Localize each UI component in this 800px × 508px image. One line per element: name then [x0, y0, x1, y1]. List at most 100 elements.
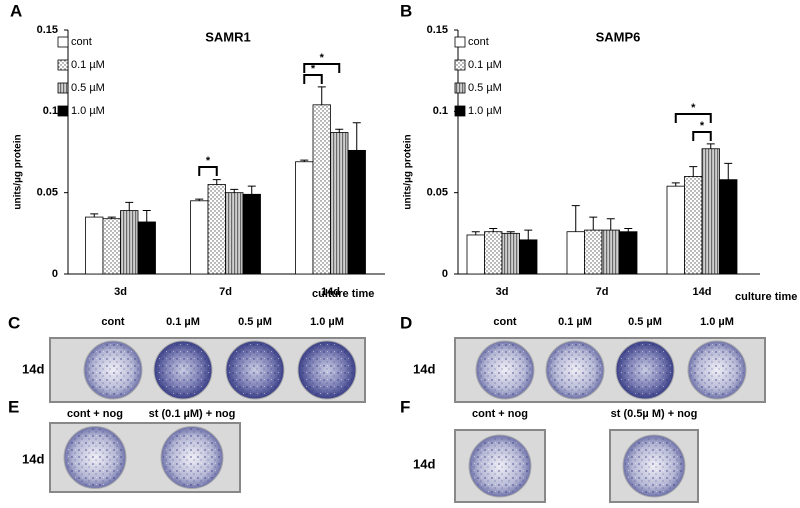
bar — [242, 193, 261, 275]
bar — [584, 229, 603, 275]
significance-bracket — [303, 63, 341, 73]
legend-swatch — [57, 82, 69, 94]
x-axis-label: culture time — [735, 291, 797, 303]
y-tick-label: 0.1 — [433, 105, 448, 117]
column-label: st (0.1 µM) + nog — [149, 408, 236, 420]
bar — [466, 234, 485, 275]
bar — [347, 149, 366, 275]
y-tick-label: 0.15 — [37, 24, 58, 36]
error-bar — [317, 86, 326, 105]
panel-label: F — [400, 397, 410, 416]
y-tick-label: 0 — [442, 268, 448, 280]
bar — [137, 221, 156, 275]
well-texture — [66, 428, 124, 487]
well-texture — [690, 343, 744, 397]
column-label: cont — [101, 316, 125, 328]
well-texture — [156, 343, 210, 397]
well-texture — [548, 343, 602, 397]
error-bar — [471, 231, 480, 235]
error-bar — [624, 227, 633, 232]
error-bar — [571, 205, 580, 232]
y-axis-label: units/µg protein — [13, 134, 24, 209]
chart-title: SAMP6 — [596, 29, 641, 44]
bar — [566, 231, 585, 275]
y-axis-label: units/µg protein — [403, 134, 414, 209]
error-bar — [689, 166, 698, 177]
significance-star: * — [320, 52, 325, 64]
bar — [330, 132, 349, 275]
bar — [207, 184, 226, 275]
error-bar — [300, 159, 309, 162]
row-label: 14d — [22, 451, 44, 466]
well-texture — [471, 437, 529, 495]
panel-label: B — [400, 1, 412, 20]
bar — [666, 185, 685, 275]
column-label: 0.5 µM — [628, 316, 662, 328]
column-label: st (0.5µ M) + nog — [611, 408, 698, 420]
row-label: 14d — [413, 361, 435, 376]
legend-swatch — [57, 59, 69, 71]
y-tick-label: 0.05 — [427, 187, 448, 199]
legend-label: 0.1 µM — [71, 59, 105, 71]
bar — [601, 229, 620, 275]
x-axis-label: culture time — [312, 288, 374, 300]
error-bar — [489, 227, 498, 232]
legend-label: cont — [71, 36, 92, 48]
bar — [312, 104, 331, 275]
significance-bracket — [674, 113, 712, 123]
legend-label: 0.5 µM — [71, 82, 105, 94]
y-tick-label: 0.1 — [43, 105, 58, 117]
x-tick-label: 7d — [219, 286, 232, 298]
well-texture — [618, 343, 672, 397]
column-label: cont — [493, 316, 517, 328]
well-texture — [86, 343, 140, 397]
bar — [484, 231, 503, 275]
x-tick-label: 3d — [496, 286, 509, 298]
x-tick-label: 7d — [596, 286, 609, 298]
bar — [295, 161, 314, 275]
row-label: 14d — [22, 361, 44, 376]
error-bar — [589, 216, 598, 231]
x-tick-label: 3d — [114, 286, 127, 298]
legend-swatch — [454, 36, 466, 48]
error-bar — [107, 216, 116, 219]
significance-star: * — [700, 120, 705, 132]
legend-swatch — [57, 105, 69, 117]
legend-swatch — [454, 105, 466, 117]
column-label: 0.1 µM — [558, 316, 592, 328]
column-label: 1.0 µM — [310, 316, 344, 328]
bar — [501, 232, 520, 275]
error-bar — [335, 128, 344, 133]
well-texture — [300, 343, 354, 397]
error-bar — [524, 229, 533, 240]
x-tick-label: 14d — [693, 286, 712, 298]
error-bar — [352, 122, 361, 151]
legend-label: 0.1 µM — [468, 59, 502, 71]
bar — [519, 239, 538, 275]
bar — [85, 216, 104, 275]
legend-swatch — [454, 82, 466, 94]
bar — [102, 218, 121, 275]
column-label: cont + nog — [67, 408, 123, 420]
significance-star: * — [311, 63, 316, 75]
bar — [619, 231, 638, 275]
legend-label: 0.5 µM — [468, 82, 502, 94]
well-texture — [163, 428, 221, 487]
error-bar — [506, 231, 515, 234]
error-bar — [142, 210, 151, 222]
bar — [684, 175, 703, 275]
column-label: 0.5 µM — [238, 316, 272, 328]
legend-label: 1.0 µM — [468, 105, 502, 117]
significance-bracket — [303, 74, 323, 84]
well-texture — [625, 437, 683, 495]
legend-label: 1.0 µM — [71, 105, 105, 117]
well-texture — [478, 343, 532, 397]
error-bar — [606, 218, 615, 231]
error-bar — [125, 201, 134, 211]
legend-swatch — [454, 59, 466, 71]
bar — [225, 192, 244, 275]
row-label: 14d — [413, 456, 435, 471]
significance-star: * — [691, 102, 696, 114]
significance-bracket — [692, 131, 712, 141]
